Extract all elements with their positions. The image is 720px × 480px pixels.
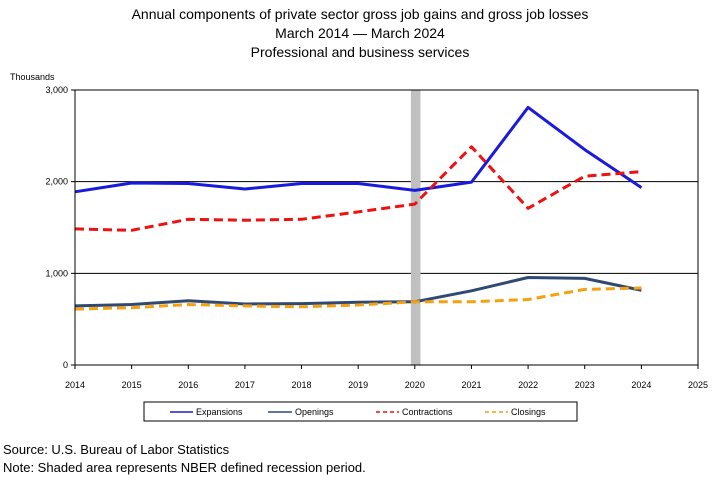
y-tick-label: 2,000: [45, 177, 68, 187]
chart-svg: Thousands 0 1,000 2,000 3,000 2014 2015 2016 20…: [10, 72, 708, 422]
x-tick-label: 2022: [518, 380, 538, 390]
legend-label-contractions: Contractions: [402, 407, 453, 417]
gridlines: [75, 181, 698, 274]
series-layer: [74, 105, 643, 311]
x-tick-label: 2017: [235, 380, 255, 390]
series-line-expansions: [74, 105, 643, 194]
legend: Expansions Openings Contractions Closings: [143, 401, 578, 422]
x-tick-label: 2025: [688, 380, 708, 390]
legend-box: [143, 401, 578, 422]
x-tick-label: 2018: [292, 380, 312, 390]
recession-shading: [410, 90, 421, 365]
x-tick-label: 2024: [631, 380, 651, 390]
x-tick-label: 2020: [405, 380, 425, 390]
recession-note: Note: Shaded area represents NBER define…: [3, 460, 366, 475]
chart-title: Annual components of private sector gros…: [131, 6, 589, 22]
y-tick-label: 0: [63, 360, 68, 370]
y-tick-label: 1,000: [45, 268, 68, 278]
y-tick-label: 3,000: [45, 85, 68, 95]
series-line-contractions: [74, 145, 642, 232]
series-line-closings: [74, 286, 642, 311]
chart-subtitle-dates: March 2014 — March 2024: [275, 25, 445, 41]
legend-label-closings: Closings: [511, 407, 546, 417]
x-tick-label: 2021: [461, 380, 481, 390]
x-tick-label: 2014: [65, 380, 85, 390]
chart-subtitle-industry: Professional and business services: [250, 44, 470, 60]
legend-label-expansions: Expansions: [196, 407, 243, 417]
axes-layer: 0 1,000 2,000 3,000 2014 2015 2016 2017 2018 2019…: [45, 85, 708, 390]
plot-frame: [74, 89, 699, 366]
series-line-openings: [74, 276, 642, 308]
y-axis-label: Thousands: [10, 72, 55, 82]
x-tick-label: 2019: [348, 380, 368, 390]
x-tick-label: 2016: [178, 380, 198, 390]
recession-shading-layer: [410, 90, 421, 365]
x-tick-label: 2023: [575, 380, 595, 390]
source-note: Source: U.S. Bureau of Labor Statistics: [3, 442, 230, 457]
x-tick-label: 2015: [122, 380, 142, 390]
legend-label-openings: Openings: [295, 407, 334, 417]
